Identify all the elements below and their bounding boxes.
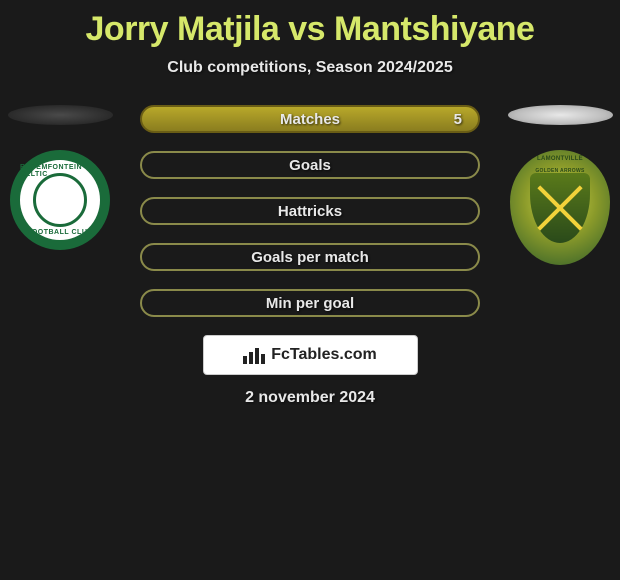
player-right-column: LAMONTVILLE GOLDEN ARROWS (505, 105, 615, 265)
stat-label: Goals (289, 157, 331, 174)
crest-left-inner-icon (33, 173, 87, 227)
stat-value-right: 5 (454, 111, 462, 128)
crest-left-text-bottom: FOOTBALL CLUB (27, 229, 93, 236)
stat-label: Goals per match (251, 249, 369, 266)
stat-row-matches: Matches 5 (140, 105, 480, 133)
stat-label: Matches (280, 111, 340, 128)
subtitle: Club competitions, Season 2024/2025 (0, 59, 620, 77)
club-crest-left: BLOEMFONTEIN CELTIC FOOTBALL CLUB (10, 150, 110, 250)
brand-badge: FcTables.com (203, 335, 418, 375)
stat-row-hattricks: Hattricks (140, 197, 480, 225)
crest-right-text-top: LAMONTVILLE (537, 156, 583, 162)
stat-row-goals-per-match: Goals per match (140, 243, 480, 271)
comparison-panel: BLOEMFONTEIN CELTIC FOOTBALL CLUB LAMONT… (0, 105, 620, 407)
stat-row-goals: Goals (140, 151, 480, 179)
stats-list: Matches 5 Goals Hattricks Goals per matc… (140, 105, 480, 317)
club-crest-right: LAMONTVILLE GOLDEN ARROWS (510, 150, 610, 265)
arrows-icon (535, 183, 585, 233)
date-label: 2 november 2024 (0, 389, 620, 407)
player-left-oval (8, 105, 113, 125)
bar-chart-icon (243, 346, 265, 364)
stat-row-min-per-goal: Min per goal (140, 289, 480, 317)
stat-label: Min per goal (266, 295, 354, 312)
player-left-column: BLOEMFONTEIN CELTIC FOOTBALL CLUB (5, 105, 115, 250)
crest-right-shield-icon (530, 173, 590, 243)
stat-label: Hattricks (278, 203, 342, 220)
brand-text: FcTables.com (271, 346, 377, 364)
page-title: Jorry Matjila vs Mantshiyane (0, 0, 620, 49)
player-right-oval (508, 105, 613, 125)
